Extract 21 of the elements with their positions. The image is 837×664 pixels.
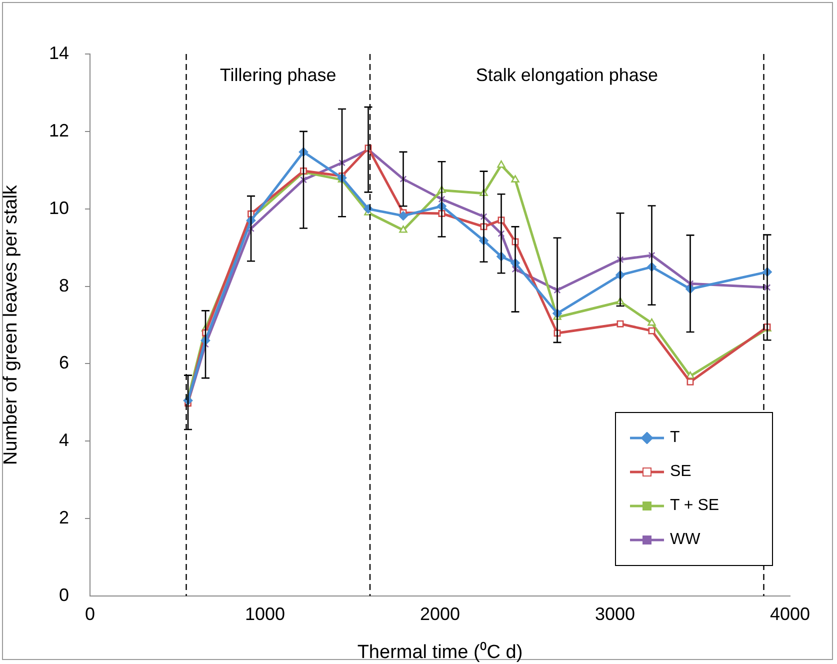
x-tick-label: 1000 xyxy=(244,604,286,624)
y-axis-title: Number of green leaves per stalk xyxy=(0,184,22,465)
annotation: Tillering phase xyxy=(220,64,336,85)
legend-label: SE xyxy=(670,463,692,481)
x-tick-label: 4000 xyxy=(770,604,810,624)
y-tick-label: 12 xyxy=(48,120,69,140)
y-tick-label: 0 xyxy=(58,584,69,605)
legend-label: T + SE xyxy=(670,497,720,515)
y-tick-label: 8 xyxy=(58,275,69,296)
annotation: Stalk elongation phase xyxy=(476,64,658,85)
y-tick-label: 10 xyxy=(48,198,69,218)
y-tick-label: 2 xyxy=(58,508,69,528)
y-tick-label: 4 xyxy=(58,430,69,450)
x-tick-label: 2000 xyxy=(420,604,460,624)
x-tick-label: 3000 xyxy=(594,604,636,624)
y-tick-label: 6 xyxy=(58,352,69,373)
x-axis-title: Thermal time (⁰C d) xyxy=(357,640,523,663)
y-tick-label: 14 xyxy=(48,42,69,63)
x-tick-label: 0 xyxy=(84,604,96,624)
legend-label: T xyxy=(670,429,680,447)
legend-label: WW xyxy=(670,531,700,549)
